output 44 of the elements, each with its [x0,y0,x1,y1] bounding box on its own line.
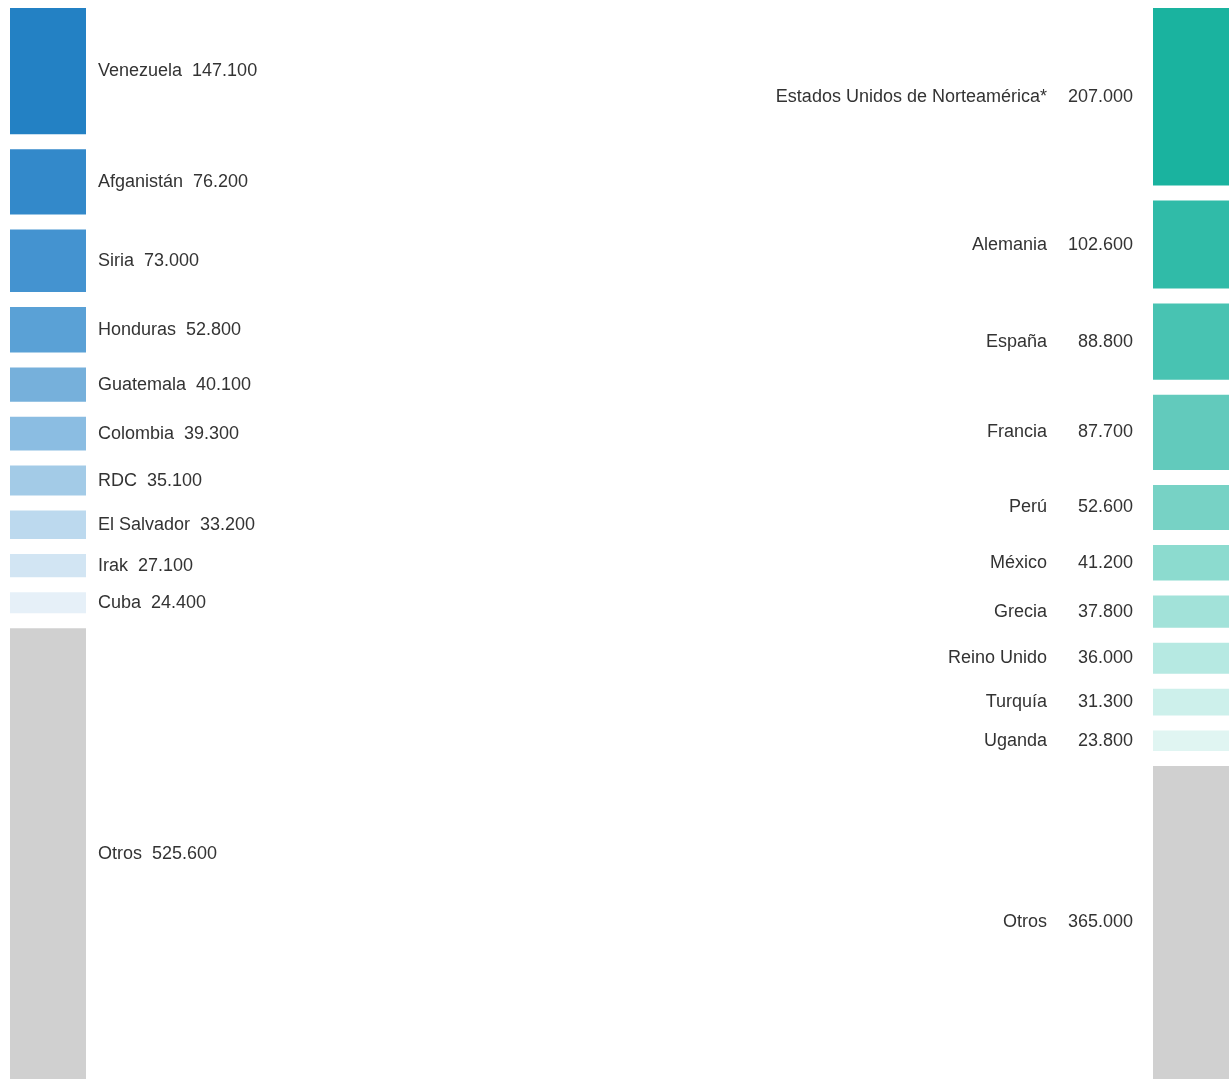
category-label: El Salvador [98,513,191,534]
data-label: 31.300 [1077,691,1133,712]
data-label: 23.800 [1077,729,1133,750]
category-label: Otros [98,842,143,863]
category-label: RDC [98,469,137,490]
data-label: 207.000 [1067,85,1133,106]
data-label: 87.700 [1077,421,1133,442]
category-label: Honduras [98,318,177,339]
data-label: 27.100 [138,554,194,575]
data-label: 76.200 [193,170,249,191]
category-label: Grecia [993,600,1048,621]
category-label: Alemania [971,233,1048,254]
data-label: 52.800 [186,318,242,339]
data-label: 35.100 [147,469,203,490]
data-label: 36.000 [1077,647,1133,668]
category-label: Estados Unidos de Norteamérica* [775,85,1047,106]
category-label: Irak [98,554,130,575]
category-label: Uganda [983,729,1048,750]
category-label: Venezuela [98,60,184,81]
data-label: 147.100 [192,60,258,81]
category-label: Guatemala [98,373,188,394]
data-label: 73.000 [144,249,200,270]
category-label: Francia [986,421,1048,442]
data-label: 37.800 [1077,600,1133,621]
data-label: 525.600 [152,842,218,863]
category-label: Cuba [98,591,143,612]
category-label: México [989,551,1047,572]
data-label: 40.100 [196,373,252,394]
data-label: 33.200 [200,513,256,534]
data-label: 365.000 [1067,911,1133,932]
category-label: Otros [1002,911,1047,932]
category-label: Reino Unido [947,647,1047,668]
data-label: 24.400 [151,591,207,612]
data-label: 41.200 [1077,551,1133,572]
category-label: Colombia [98,422,176,443]
category-label: Perú [1008,496,1047,517]
category-label: España [985,330,1048,351]
category-label: Siria [98,249,135,270]
data-label: 102.600 [1067,233,1133,254]
category-label: Afganistán [98,170,184,191]
data-label: 88.800 [1077,330,1133,351]
data-label: 52.600 [1077,496,1133,517]
data-label: 39.300 [184,422,240,443]
category-label: Turquía [985,691,1048,712]
